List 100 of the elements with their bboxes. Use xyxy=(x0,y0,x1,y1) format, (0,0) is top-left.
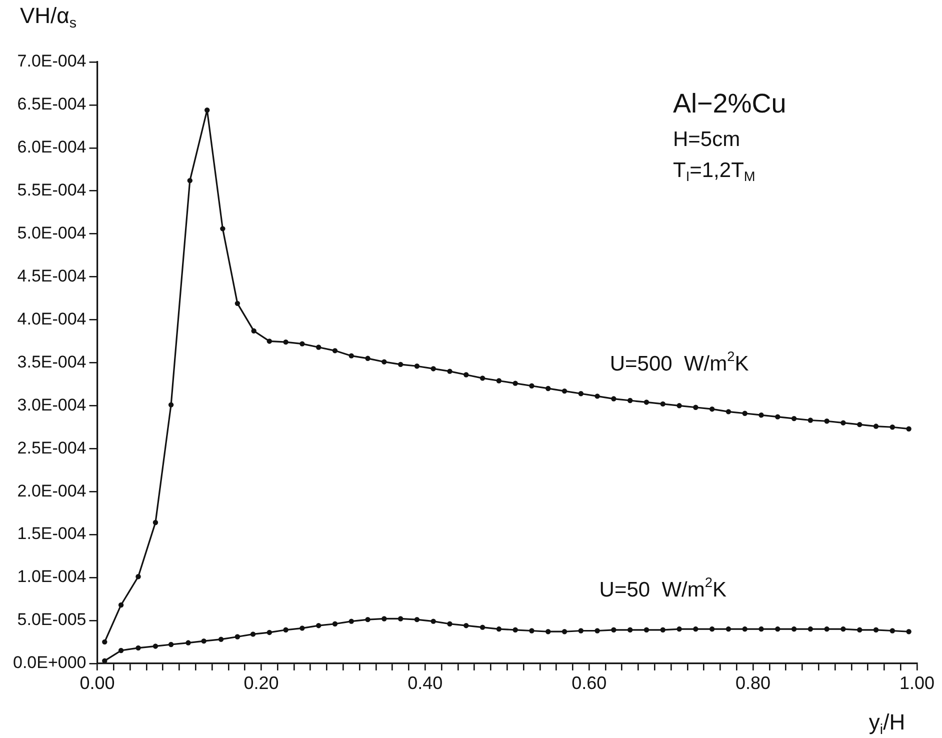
point xyxy=(578,628,584,634)
point xyxy=(742,410,748,416)
y-tick-label: 2.5E-004 xyxy=(17,438,86,458)
point xyxy=(709,626,715,632)
x-tick-label: 0.40 xyxy=(408,673,443,694)
annotation: H=5cm xyxy=(673,128,740,151)
point xyxy=(906,426,912,432)
point xyxy=(283,627,288,632)
point xyxy=(234,300,240,306)
point xyxy=(168,402,174,408)
point xyxy=(693,404,698,410)
point xyxy=(332,621,338,626)
point xyxy=(430,366,436,372)
point xyxy=(348,618,354,624)
point xyxy=(840,626,846,632)
y-tick-label: 5.0E-004 xyxy=(17,224,86,243)
point xyxy=(791,416,797,422)
point xyxy=(447,621,452,626)
point xyxy=(382,616,387,622)
point xyxy=(316,622,322,628)
point xyxy=(430,618,436,624)
point xyxy=(300,626,305,631)
y-tick-label: 6.0E-004 xyxy=(17,138,86,157)
x-tick-label: 0.60 xyxy=(572,673,607,694)
point xyxy=(890,424,896,430)
point xyxy=(480,624,486,630)
point xyxy=(365,356,370,362)
point xyxy=(857,627,862,632)
point xyxy=(726,409,732,414)
point xyxy=(152,644,158,649)
point xyxy=(186,640,191,646)
point xyxy=(726,626,732,632)
point xyxy=(758,626,764,632)
point xyxy=(365,616,370,622)
point xyxy=(775,626,780,632)
point xyxy=(316,344,322,350)
point xyxy=(594,394,600,399)
y-tick-label: 3.0E-004 xyxy=(17,395,86,414)
point xyxy=(676,626,682,632)
y-tick-label: 2.0E-004 xyxy=(17,481,86,500)
point xyxy=(204,108,210,113)
point xyxy=(791,626,797,632)
point xyxy=(414,364,420,369)
point xyxy=(562,388,568,394)
point xyxy=(873,424,879,429)
point xyxy=(187,178,192,184)
point xyxy=(398,616,404,622)
point xyxy=(348,353,354,358)
point xyxy=(529,628,534,634)
y-tick-label: 5.0E-005 xyxy=(17,610,86,630)
point xyxy=(644,627,650,632)
x-tick-label: 0.80 xyxy=(736,673,771,694)
y-tick-label: 1.0E-004 xyxy=(17,567,86,586)
x-tick-label: 1.00 xyxy=(899,673,935,694)
point xyxy=(824,418,830,424)
point xyxy=(234,634,240,640)
point xyxy=(611,627,616,632)
y-tick-label: 1.5E-004 xyxy=(17,524,86,544)
point xyxy=(414,616,420,622)
point xyxy=(676,403,682,408)
y-tick-label: 7.0E-004 xyxy=(17,52,86,71)
point xyxy=(300,341,305,346)
y-tick-label: 6.5E-004 xyxy=(17,94,86,114)
y-tick-label: 4.5E-004 xyxy=(17,266,86,286)
point xyxy=(136,645,141,651)
point xyxy=(758,412,764,418)
point xyxy=(118,602,124,608)
point xyxy=(709,406,715,412)
point xyxy=(283,339,288,345)
point xyxy=(890,628,896,634)
point xyxy=(266,338,272,344)
point xyxy=(382,359,387,364)
point xyxy=(332,348,338,354)
point xyxy=(168,642,174,648)
point xyxy=(742,626,748,632)
point xyxy=(251,328,256,334)
point xyxy=(266,630,272,636)
point xyxy=(578,391,584,396)
point xyxy=(546,629,551,634)
y-tick-label: 0.0E+000 xyxy=(12,653,86,672)
point xyxy=(562,629,568,634)
point xyxy=(464,622,469,628)
point xyxy=(136,574,141,580)
point xyxy=(840,420,846,426)
annotation: Al−2%Cu xyxy=(673,88,786,118)
point xyxy=(775,414,780,420)
point xyxy=(398,362,404,368)
x-tick-label: 0.20 xyxy=(244,673,279,694)
point xyxy=(857,422,862,428)
y-tick-label: 4.0E-004 xyxy=(17,309,86,328)
point xyxy=(102,639,108,645)
point xyxy=(873,627,879,632)
point xyxy=(152,520,158,526)
point xyxy=(824,626,830,632)
y-tick-label: 5.5E-004 xyxy=(17,180,86,200)
point xyxy=(627,627,633,632)
point xyxy=(250,632,256,637)
point xyxy=(627,398,633,404)
point xyxy=(512,627,518,632)
y-tick-label: 3.5E-004 xyxy=(17,352,86,372)
